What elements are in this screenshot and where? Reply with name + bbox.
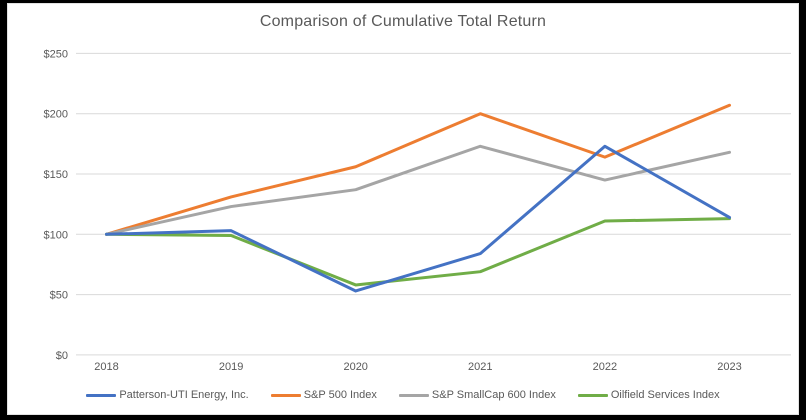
y-tick-label: $50 [50,290,68,302]
x-tick-label: 2020 [343,361,367,373]
legend-label: Oilfield Services Index [610,389,720,401]
legend-label: S&P 500 Index [303,389,377,401]
x-tick-label: 2021 [468,361,492,373]
legend-item-oilfield-services-index: Oilfield Services Index [577,389,720,401]
gridlines [76,52,791,356]
series-line-s-p-smallcap-600-index [105,144,731,236]
x-tick-label: 2018 [94,361,118,373]
legend-item-s-p-smallcap-600-index: S&P SmallCap 600 Index [398,389,556,401]
chart-title: Comparison of Cumulative Total Return [259,13,547,30]
legend-item-patterson-uti-energy-inc: Patterson-UTI Energy, Inc. [86,389,249,401]
x-axis-tick-labels: 2018 2019 2020 2021 2022 2023 [94,361,741,373]
y-tick-label: $150 [44,169,68,181]
legend-item-s-p-500-index: S&P 500 Index [270,389,377,401]
x-tick-label: 2022 [593,361,617,373]
legend-marker [398,393,429,397]
legend: Patterson-UTI Energy, Inc. S&P 500 Index S… [8,389,798,401]
legend-marker [577,393,608,397]
x-tick-label: 2023 [717,361,741,373]
x-tick-label: 2019 [219,361,243,373]
series-line-patterson-uti-energy-inc [105,144,731,293]
legend-label: S&P SmallCap 600 Index [431,389,556,401]
series-lines [105,103,731,293]
series-line-oilfield-services-index [105,217,731,287]
legend-marker [270,393,301,397]
y-tick-label: $0 [56,350,68,362]
legend-marker [86,393,117,397]
y-axis-tick-labels: $0 $50 $100 $150 $200 $250 [44,48,68,362]
y-tick-label: $100 [44,229,68,241]
chart-canvas: $0$50$100$150$200$250 2018 2019 2020 2021 20… [44,48,791,373]
chart-area: Comparison of Cumulative Total Return $0… [7,3,799,415]
y-tick-label: $200 [44,109,68,121]
series-line-s-p-500-index [105,103,731,236]
legend-label: Patterson-UTI Energy, Inc. [119,389,249,401]
y-tick-label: $250 [44,48,68,60]
